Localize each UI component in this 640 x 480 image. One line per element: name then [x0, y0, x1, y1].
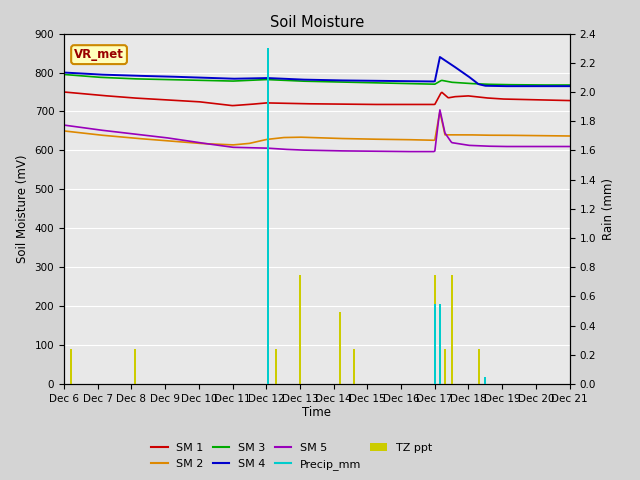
- Bar: [444, 349, 446, 384]
- Bar: [439, 304, 441, 384]
- Bar: [434, 275, 436, 384]
- Legend: SM 1, SM 2, SM 3, SM 4, SM 5, Precip_mm, TZ ppt: SM 1, SM 2, SM 3, SM 4, SM 5, Precip_mm,…: [147, 439, 436, 474]
- Bar: [451, 275, 452, 384]
- Bar: [267, 310, 269, 384]
- Y-axis label: Rain (mm): Rain (mm): [602, 178, 614, 240]
- Bar: [275, 349, 277, 384]
- Title: Soil Moisture: Soil Moisture: [269, 15, 364, 30]
- Bar: [299, 275, 301, 384]
- Bar: [434, 304, 436, 384]
- Y-axis label: Soil Moisture (mV): Soil Moisture (mV): [16, 155, 29, 263]
- Text: VR_met: VR_met: [74, 48, 124, 61]
- Bar: [484, 377, 486, 384]
- Bar: [353, 349, 355, 384]
- X-axis label: Time: Time: [302, 407, 332, 420]
- Bar: [339, 312, 341, 384]
- Bar: [70, 349, 72, 384]
- Bar: [477, 349, 479, 384]
- Bar: [267, 48, 269, 384]
- Bar: [134, 349, 136, 384]
